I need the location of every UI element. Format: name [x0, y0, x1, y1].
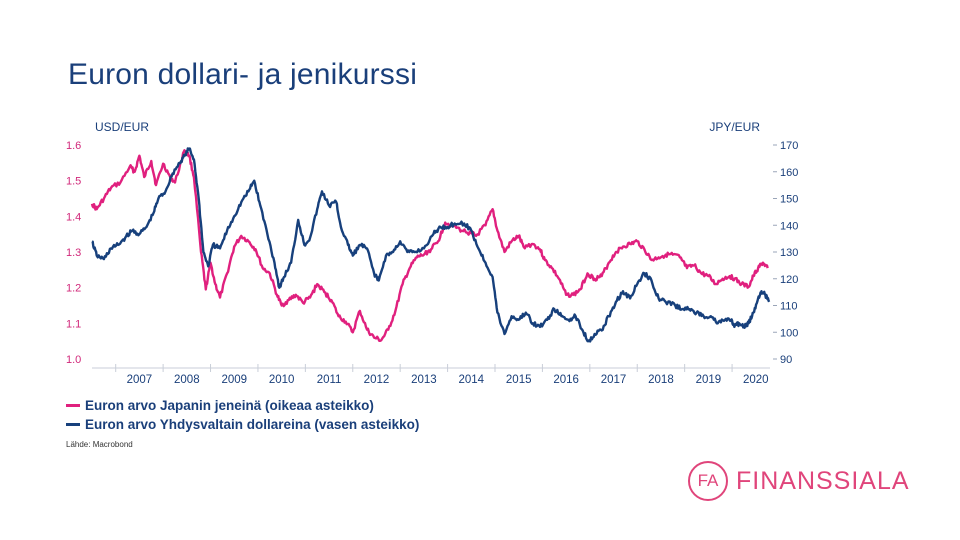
- x-tick-label: 2016: [553, 374, 579, 386]
- logo-text: FINANSSIALA: [736, 466, 910, 495]
- page-title: Euron dollari- ja jenikurssi: [68, 58, 418, 91]
- right-tick-label: 140: [780, 220, 798, 232]
- left-tick-label: 1.3: [66, 247, 81, 259]
- legend-label-jpy: Euron arvo Japanin jeneinä (oikeaa astei…: [85, 398, 374, 413]
- x-tick-label: 2009: [221, 374, 247, 386]
- x-tick-label: 2011: [317, 374, 342, 386]
- usd-eur-series-line: [91, 147, 771, 343]
- right-tick-label: 100: [780, 327, 798, 339]
- legend-swatch-usd: [66, 423, 80, 426]
- left-tick-label: 1.0: [66, 354, 81, 366]
- x-tick-label: 2014: [459, 374, 485, 386]
- x-tick-label: 2008: [174, 374, 200, 386]
- chart-legend: Euron arvo Japanin jeneinä (oikeaa astei…: [66, 396, 419, 434]
- x-tick-label: 2015: [506, 374, 532, 386]
- right-axis-label: JPY/EUR: [709, 120, 760, 134]
- left-tick-label: 1.4: [66, 211, 81, 223]
- left-axis-label: USD/EUR: [95, 120, 149, 134]
- left-tick-label: 1.2: [66, 283, 81, 295]
- right-tick-label: 120: [780, 274, 798, 286]
- x-tick-label: 2020: [743, 374, 769, 386]
- right-tick-label: 90: [780, 354, 792, 366]
- left-tick-label: 1.5: [66, 176, 81, 188]
- right-tick-label: 110: [780, 301, 798, 313]
- x-tick-label: 2013: [411, 374, 437, 386]
- legend-label-usd: Euron arvo Yhdysvaltain dollareina (vase…: [85, 417, 420, 432]
- x-tick-label: 2012: [364, 374, 390, 386]
- right-tick-label: 150: [780, 194, 798, 206]
- legend-item-jpy: Euron arvo Japanin jeneinä (oikeaa astei…: [66, 396, 419, 415]
- chart-series: [90, 147, 771, 343]
- right-tick-label: 160: [780, 167, 798, 179]
- right-tick-label: 170: [780, 140, 798, 152]
- source-note: Lähde: Macrobond: [66, 440, 133, 449]
- x-tick-label: 2018: [648, 374, 674, 386]
- jpy-eur-series-line: [90, 149, 769, 342]
- chart-axes: USD/EUR JPY/EUR 1.6 1.5 1.4 1.3 1.2 1.1 1.0 170 16…: [66, 120, 798, 386]
- x-tick-label: 2017: [601, 374, 627, 386]
- legend-item-usd: Euron arvo Yhdysvaltain dollareina (vase…: [66, 415, 419, 434]
- left-tick-label: 1.1: [66, 318, 81, 330]
- x-tick-label: 2007: [127, 374, 153, 386]
- legend-swatch-jpy: [66, 404, 80, 407]
- x-tick-label: 2010: [269, 374, 295, 386]
- finanssiala-logo: FA FINANSSIALA: [688, 461, 910, 501]
- x-tick-label: 2019: [696, 374, 722, 386]
- logo-mark-icon: FA: [688, 461, 728, 501]
- left-tick-label: 1.6: [66, 140, 81, 152]
- right-tick-label: 130: [780, 247, 798, 259]
